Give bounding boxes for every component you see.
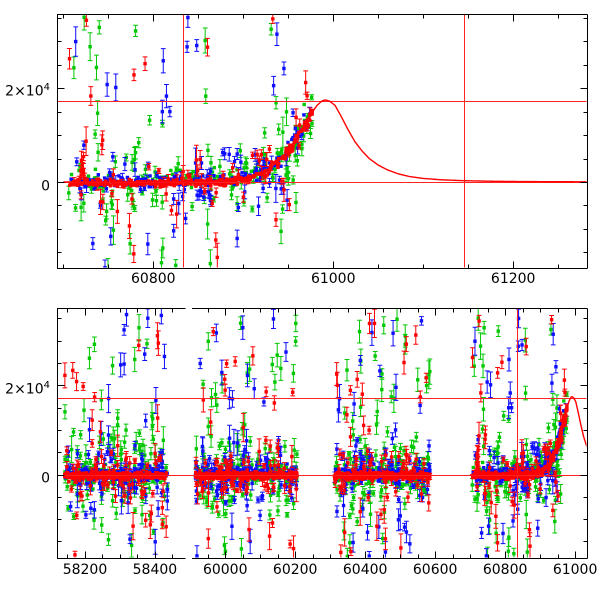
y-tick-text: 0 <box>41 470 50 487</box>
y-tick-label-bottom-2e4: 2×104 <box>0 378 50 398</box>
x-tick-label: 60200 <box>272 562 318 578</box>
x-tick-label: 60400 <box>342 562 388 578</box>
x-tick-label: 58200 <box>62 562 108 578</box>
x-tick-label: 60800 <box>131 271 176 287</box>
y-tick-label-top-2e4: 2×104 <box>0 80 50 100</box>
x-tick-label: 60000 <box>202 562 248 578</box>
y-tick-exp: 4 <box>43 380 50 391</box>
y-tick-text: 0 <box>41 178 50 195</box>
x-tick-label: 61000 <box>552 562 598 578</box>
x-tick-label: 60800 <box>482 562 528 578</box>
x-tick-label: 58400 <box>132 562 178 578</box>
y-tick-text: 2×10 <box>5 381 44 398</box>
y-tick-label-bottom-0: 0 <box>0 467 50 487</box>
y-tick-text: 2×10 <box>5 83 44 100</box>
y-tick-label-top-0: 0 <box>0 175 50 195</box>
y-tick-exp: 4 <box>43 82 50 93</box>
x-tick-label: 61000 <box>310 271 356 287</box>
x-tick-label: 61200 <box>490 271 536 287</box>
x-tick-label: 60600 <box>412 562 458 578</box>
